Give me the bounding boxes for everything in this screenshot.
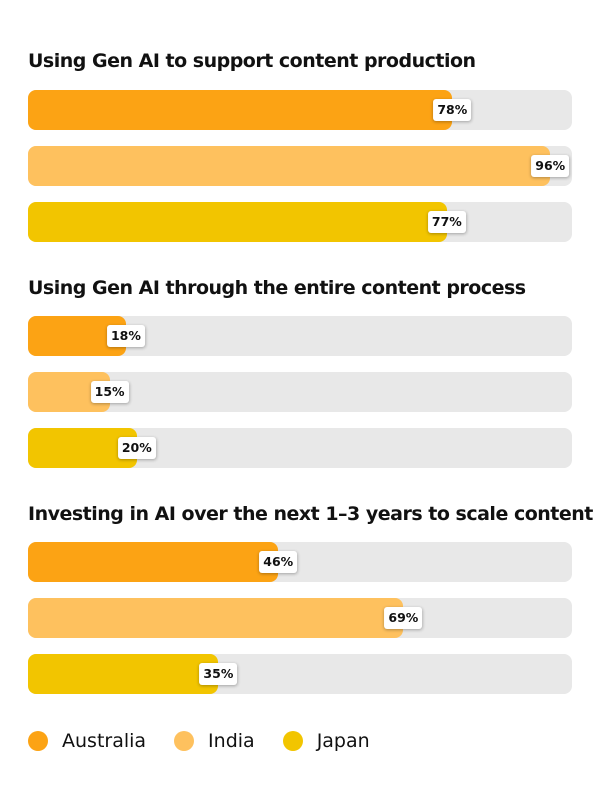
data-label: 35% — [199, 663, 238, 685]
data-label: 15% — [90, 381, 129, 403]
legend-item: Australia — [28, 730, 146, 752]
legend-swatch-icon — [174, 731, 195, 751]
data-label: 77% — [427, 211, 466, 233]
data-label: 96% — [531, 155, 570, 177]
bar-track: 77% — [28, 202, 572, 242]
group-title: Investing in AI over the next 1–3 years … — [28, 503, 593, 525]
legend-swatch-icon — [282, 731, 303, 751]
legend-swatch-icon — [28, 731, 48, 751]
data-label: 69% — [384, 607, 423, 629]
bar-track: 96% — [28, 146, 572, 186]
data-label: 20% — [117, 437, 156, 459]
legend-label: Australia — [62, 730, 147, 752]
legend: Australia India Japan — [28, 730, 398, 752]
bar-track: 46% — [28, 542, 572, 582]
group-title: Using Gen AI through the entire content … — [28, 277, 526, 299]
bar-track: 20% — [28, 428, 572, 468]
bar-track: 69% — [28, 598, 572, 638]
bar-japan — [28, 654, 219, 694]
bar-track: 15% — [28, 372, 572, 412]
data-label: 78% — [433, 99, 472, 121]
data-label: 46% — [259, 551, 298, 573]
bar-india — [28, 598, 404, 638]
bar-australia — [28, 90, 453, 130]
bar-track: 18% — [28, 316, 572, 356]
bar-track: 35% — [28, 654, 572, 694]
group-title: Using Gen AI to support content producti… — [28, 50, 476, 72]
bar-japan — [28, 202, 447, 242]
legend-label: India — [208, 730, 255, 752]
legend-item: Japan — [282, 730, 370, 752]
bar-australia — [28, 542, 279, 582]
legend-label: Japan — [316, 730, 370, 752]
bar-india — [28, 146, 551, 186]
legend-item: India — [174, 730, 255, 752]
data-label: 18% — [106, 325, 145, 347]
bar-track: 78% — [28, 90, 572, 130]
